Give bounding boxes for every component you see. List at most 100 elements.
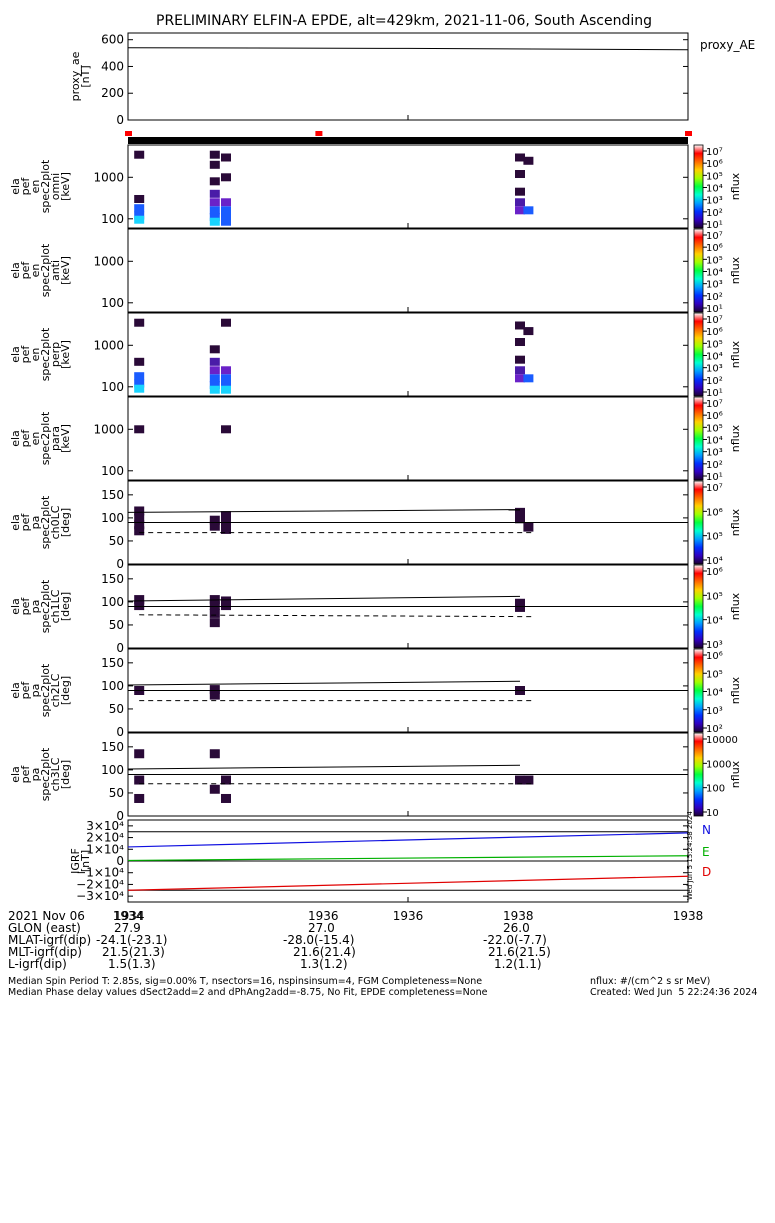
footer-mlat-3: -22.0(-7.7) <box>483 933 547 947</box>
colorbar <box>693 564 704 649</box>
loss-cone-dashed-line <box>139 614 532 618</box>
panel-frame <box>127 32 689 121</box>
spectrogram-cell <box>221 381 231 390</box>
y-axis-label: ela <box>9 430 22 447</box>
colorbar-label: 10¹ <box>706 388 723 399</box>
x-tick-label: 1936 <box>393 909 424 923</box>
y-axis-label: spec2plot <box>39 411 52 465</box>
y-tick-label: 100 <box>101 511 124 525</box>
y-axis-label: en <box>29 348 42 362</box>
colorbar <box>693 732 704 817</box>
y-axis-label: [deg] <box>59 760 72 789</box>
y-axis-label: ch3LC <box>49 757 62 791</box>
spectrogram-cell <box>209 217 220 226</box>
spectrogram-cell <box>221 198 231 207</box>
spectrogram-cell <box>221 524 231 534</box>
colorbar-label: 10⁷ <box>706 483 723 494</box>
y-axis-label: pef <box>19 345 32 364</box>
y-tick-label: 100 <box>101 763 124 777</box>
footer-created: Created: Wed Jun 5 22:24:36 2024 <box>590 987 758 998</box>
y-axis-label: spec2plot <box>39 747 52 801</box>
y-axis-label: ch1LC <box>49 589 62 623</box>
spectrogram-cell <box>523 775 534 785</box>
x-tick-label: 1934 <box>113 909 144 923</box>
spectrogram-cell <box>221 425 231 434</box>
spectrogram-cell <box>515 170 525 179</box>
spectrogram-cell <box>523 327 534 336</box>
spectrogram-cell <box>134 425 145 434</box>
footer-mlt-2: 21.6(21.4) <box>293 945 356 959</box>
colorbar-label: 10² <box>706 208 723 219</box>
spectrogram-cell <box>209 345 220 354</box>
y-tick-label: 150 <box>101 572 124 586</box>
spectrogram-cell <box>134 601 145 611</box>
spectrogram-cell <box>221 153 231 162</box>
spectrogram-cell <box>515 321 525 330</box>
y-axis-label: ch2LC <box>49 673 62 707</box>
spectrogram-cell <box>523 156 534 165</box>
spectrogram-cell <box>209 366 220 375</box>
panel-ae: proxy_ae[nT] 600 400 200 0 proxy_AE <box>69 32 755 127</box>
panel-frame <box>127 228 689 313</box>
spectrogram-cell <box>515 206 525 215</box>
y-tick-label: 3×10⁴ <box>86 819 124 833</box>
y-tick-label: 100 <box>101 464 124 478</box>
y-tick-label: 400 <box>101 59 124 73</box>
colorbar-label: 10² <box>706 724 723 735</box>
y-axis-label: pef <box>19 177 32 196</box>
footer-mlat-2: -28.0(-15.4) <box>283 933 355 947</box>
y-axis-label: en <box>29 180 42 194</box>
spectrogram-cell <box>221 366 231 375</box>
footer-info-2: Median Phase delay values dSect2add=2 an… <box>8 987 488 998</box>
footer-glon-2: 27.0 <box>308 921 335 935</box>
colorbar-label: 10³ <box>706 196 723 207</box>
y-axis-label: ela <box>9 346 22 363</box>
y-axis-label: proxy_ae <box>69 51 82 101</box>
spectrogram-cell <box>221 173 231 182</box>
spectrogram-cell <box>134 150 145 159</box>
igrf-series-N <box>127 832 689 848</box>
y-axis-label: pa <box>29 600 42 614</box>
spectrogram-cell <box>134 318 145 327</box>
colorbar-label: 10⁶ <box>706 411 723 422</box>
y-axis-label: para <box>49 426 62 451</box>
spectrogram-cell <box>134 194 145 203</box>
colorbar-title: nflux <box>729 424 742 452</box>
y-axis-label: spec2plot <box>39 159 52 213</box>
spectrogram-cell <box>209 521 220 531</box>
spectrogram-cell <box>209 177 220 186</box>
y-axis-label: omni <box>49 173 62 200</box>
spectrogram-cell <box>221 217 231 226</box>
spectrogram-cell <box>134 372 145 381</box>
y-tick-label: 2×10⁴ <box>86 831 124 845</box>
y-axis-label: [keV] <box>59 424 72 453</box>
loss-cone-upper-line <box>127 509 521 513</box>
spectrogram-cell <box>515 338 525 347</box>
colorbar-label: 10⁷ <box>706 231 723 242</box>
spectrogram-cell <box>209 385 220 394</box>
y-axis-label: [keV] <box>59 172 72 201</box>
y-tick-label: 50 <box>109 702 124 716</box>
y-tick-label: 150 <box>101 656 124 670</box>
colorbar-label: 10⁵ <box>706 591 723 602</box>
spectrogram-cell <box>209 381 220 390</box>
colorbar-label: 10⁴ <box>706 268 723 279</box>
y-tick-label: 100 <box>101 296 124 310</box>
y-tick-label: 100 <box>101 212 124 226</box>
colorbar <box>693 228 704 313</box>
y-axis-label: pa <box>29 516 42 530</box>
y-tick-label: 100 <box>101 380 124 394</box>
colorbar-label: 10⁶ <box>706 243 723 254</box>
plot-title: PRELIMINARY ELFIN-A EPDE, alt=429km, 202… <box>156 13 652 29</box>
y-tick-label: 0 <box>116 557 124 571</box>
y-axis-label: spec2plot <box>39 663 52 717</box>
colorbar-label: 10⁶ <box>706 507 723 518</box>
spectrogram-cell <box>515 507 525 517</box>
colorbar-label: 10¹ <box>706 220 723 231</box>
y-axis-label: spec2plot <box>39 327 52 381</box>
y-axis-label: pef <box>19 597 32 616</box>
spectrogram-cell <box>515 187 525 196</box>
colorbar-label: 10⁵ <box>706 171 723 182</box>
